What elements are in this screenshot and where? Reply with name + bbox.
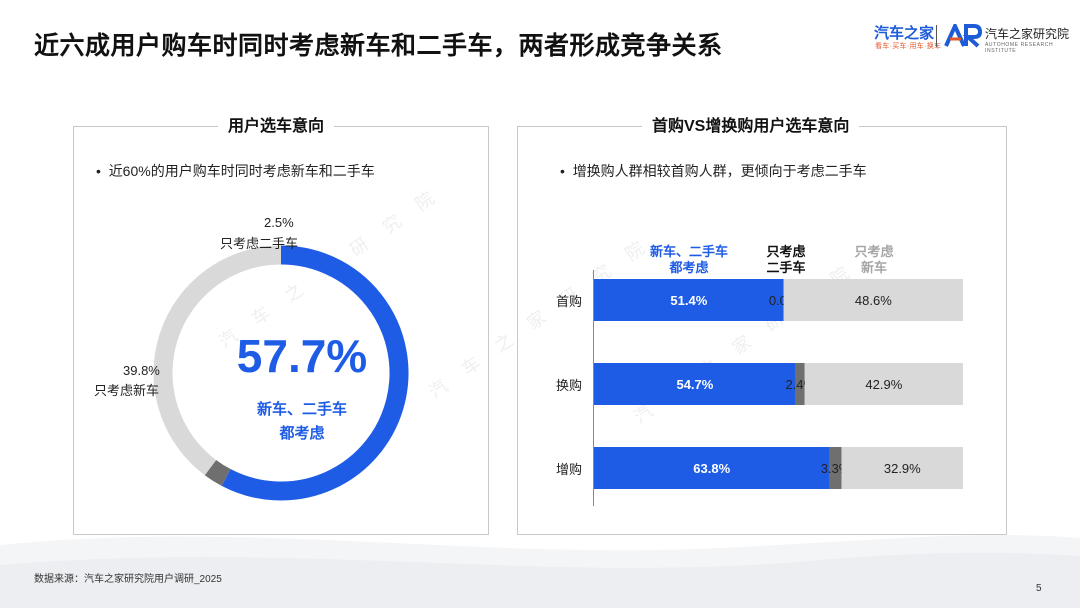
- left-panel-bullet-text: 近60%的用户购车时同时考虑新车和二手车: [108, 163, 375, 179]
- brand-divider: [936, 25, 937, 47]
- donut-center-label-1: 新车、二手车: [256, 401, 347, 418]
- bar-seg-both-label: 63.8%: [693, 461, 730, 476]
- legend-both-line-2: 都考虑: [669, 260, 709, 275]
- bar-seg-both: [594, 279, 784, 321]
- row-label-add: 增购: [555, 462, 582, 477]
- bar-seg-new-only-label: 32.9%: [884, 461, 921, 476]
- bar-seg-used-only: [829, 447, 842, 489]
- bar-seg-new-only: [841, 447, 963, 489]
- left-panel-bullet: • 近60%的用户购车时同时考虑新车和二手车: [96, 163, 375, 179]
- label-new-text: 只考虑新车: [94, 383, 160, 398]
- label-used-value: 2.5%: [264, 215, 294, 230]
- legend-both-line-1: 新车、二手车: [649, 244, 728, 259]
- page-title: 近六成用户购车时同时考虑新车和二手车，两者形成竞争关系: [34, 32, 723, 60]
- bar-seg-new-only: [804, 363, 963, 405]
- right-panel-bullet-text: 增换购人群相较首购人群，更倾向于考虑二手车: [572, 163, 867, 179]
- donut-slice-used-only: [204, 459, 231, 486]
- row-label-first: 首购: [555, 294, 582, 309]
- page-number: 5: [1036, 583, 1042, 594]
- bar-seg-both: [594, 363, 796, 405]
- data-source-note: 数据来源：汽车之家研究院用户调研_2025: [34, 574, 222, 585]
- donut-center-label-2: 都考虑: [279, 425, 325, 442]
- bar-seg-both-label: 51.4%: [670, 293, 707, 308]
- label-used-text: 只考虑二手车: [220, 236, 299, 251]
- bar-axis-line: [593, 270, 594, 506]
- legend-used-line-2: 二手车: [766, 260, 806, 275]
- bar-seg-both-label: 54.7%: [676, 377, 713, 392]
- legend-new-line-1: 只考虑: [854, 244, 894, 259]
- brand-slogan: 看车·买车·用车·换车: [875, 43, 942, 50]
- bar-seg-used-only: [795, 363, 805, 405]
- left-panel: 用户选车意向 • 近60%的用户购车时同时考虑新车和二手车 2.5% 只考虑二手…: [73, 115, 489, 535]
- stacked-bar-chart: 51.4%0.0%48.6%54.7%2.4%42.9%63.8%3.3%32.…: [594, 279, 963, 489]
- donut-slice-new-only: [153, 245, 282, 476]
- bar-seg-new-only-label: 48.6%: [855, 293, 892, 308]
- right-panel-bullet: • 增换购人群相较首购人群，更倾向于考虑二手车: [560, 163, 867, 179]
- legend-used-line-1: 只考虑: [766, 244, 806, 259]
- right-panel-title: 首购VS增换购用户选车意向: [642, 115, 860, 139]
- donut-slice-both: [221, 245, 409, 501]
- legend-used: 只考虑 二手车: [756, 244, 816, 276]
- legend-new-line-2: 新车: [860, 260, 887, 275]
- bar-seg-both: [594, 447, 830, 489]
- institute-logo-icon: [944, 24, 982, 48]
- bar-seg-new-only-label: 42.9%: [865, 377, 902, 392]
- donut-chart: [153, 245, 409, 501]
- institute-name: 汽车之家研究院: [985, 27, 1070, 41]
- left-panel-title: 用户选车意向: [218, 115, 335, 139]
- donut-center-value: 57.7%: [236, 330, 368, 382]
- label-new-value: 39.8%: [123, 363, 160, 378]
- brand-logo-text: 汽车之家: [874, 25, 935, 42]
- legend-new: 只考虑 新车: [844, 244, 904, 276]
- right-panel: 首购VS增换购用户选车意向 • 增换购人群相较首购人群，更倾向于考虑二手车 新车…: [517, 115, 1007, 535]
- institute-name-en: AUTOHOME RESEARCH INSTITUTE: [985, 42, 1054, 54]
- brand-area: 汽车之家 看车·买车·用车·换车 汽车之家研究院 AUTOHOME RESEAR…: [874, 22, 1074, 54]
- row-label-swap: 换购: [555, 378, 582, 393]
- legend-both: 新车、二手车 都考虑: [644, 244, 734, 276]
- bar-seg-new-only: [783, 279, 963, 321]
